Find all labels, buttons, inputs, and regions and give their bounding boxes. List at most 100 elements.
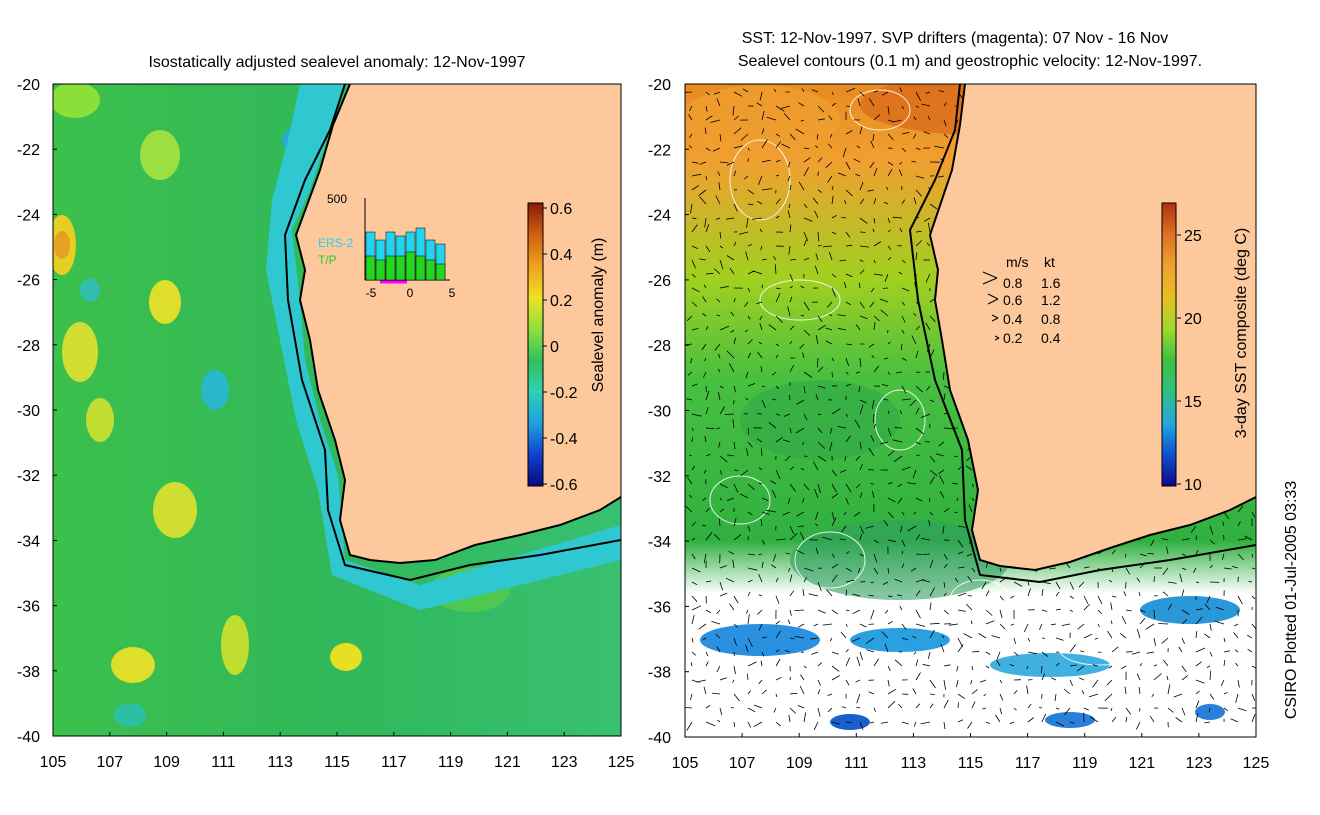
velocity-legend-ms: 0.6 [1003, 292, 1023, 308]
lat-tick-label: -28 [648, 338, 671, 355]
lat-tick-label: -20 [648, 77, 671, 94]
left-panel-title: Isostatically adjusted sealevel anomaly:… [148, 54, 525, 71]
right-coastline [928, 84, 1256, 572]
velocity-legend-ms: 0.4 [1003, 311, 1023, 327]
lat-tick-label: -30 [17, 403, 40, 420]
lat-tick-label: -40 [648, 730, 671, 747]
inset-bars [365, 227, 446, 281]
right-colorbar-ramp [1161, 202, 1177, 487]
lat-tick-label: -26 [17, 273, 40, 290]
colorbar-tick-label: 25 [1184, 228, 1202, 245]
lat-tick-label: -36 [648, 599, 671, 616]
tp-bar [365, 255, 376, 281]
inset-ymax-label: 500 [327, 192, 347, 206]
inset-legend-ers: ERS-2 [318, 236, 354, 250]
right-isobath [908, 84, 1256, 584]
lat-tick-label: -26 [648, 273, 671, 290]
velocity-legend-arrow-icon [982, 271, 998, 285]
colorbar-tick-label: 0.4 [550, 247, 572, 264]
tp-bar [385, 255, 396, 281]
velocity-legend-kt: 0.4 [1041, 330, 1061, 346]
lon-tick-label: 121 [1128, 755, 1155, 772]
right-land [930, 84, 1256, 570]
tp-bar [425, 259, 436, 281]
colorbar-tick-label: -0.2 [550, 385, 578, 402]
left-colorbar-label: Sealevel anomaly (m) [590, 238, 607, 393]
lon-tick-label: 123 [551, 754, 578, 771]
lat-tick-label: -24 [648, 208, 671, 225]
tp-bar [405, 251, 416, 281]
lat-tick-label: -22 [648, 142, 671, 159]
lon-tick-label: 107 [96, 754, 123, 771]
right-colorbar: 25 20 15 10 3-day SST composite (deg C) [1161, 202, 1250, 494]
lon-tick-label: 125 [1243, 755, 1270, 772]
lon-tick-label: 117 [381, 754, 407, 771]
track-histogram-inset: 500 ERS-2 T/P -5 0 5 [318, 192, 456, 300]
colorbar-tick-label: -0.4 [550, 431, 578, 448]
lon-tick-label: 113 [267, 754, 293, 771]
plot-credit: CSIRO Plotted 01-Jul-2005 03:33 [1283, 481, 1300, 719]
inset-xtick-label: -5 [366, 286, 377, 300]
velocity-legend-header-kt: kt [1044, 254, 1055, 270]
colorbar-tick-label: 0 [550, 339, 559, 356]
lat-tick-label: -38 [17, 664, 40, 681]
velocity-legend-ms: 0.2 [1003, 330, 1023, 346]
lon-tick-label: 115 [958, 755, 984, 772]
velocity-legend-header-ms: m/s [1006, 254, 1029, 270]
left-coastline [294, 84, 621, 565]
lon-tick-label: 111 [211, 754, 235, 771]
lat-tick-label: -32 [648, 469, 671, 486]
left-colorbar-ticks: 0.6 0.4 0.2 0 -0.2 -0.4 -0.6 [543, 201, 578, 494]
lat-tick-label: -20 [17, 77, 40, 94]
velocity-legend-kt: 0.8 [1041, 311, 1061, 327]
inset-xtick-label: 0 [407, 286, 414, 300]
lon-tick-label: 123 [1186, 755, 1213, 772]
lon-tick-label: 109 [153, 754, 180, 771]
inset-xtick-label: 5 [449, 286, 456, 300]
lon-tick-label: 109 [786, 755, 813, 772]
velocity-legend: m/s kt 0.8 1.6 0.6 1.2 0.4 0.8 0.2 0.4 [982, 254, 1061, 346]
left-colorbar-ramp [527, 202, 544, 487]
velocity-legend-arrow-icon [987, 293, 999, 305]
colorbar-tick-label: 0.2 [550, 293, 572, 310]
lon-tick-label: 115 [324, 754, 350, 771]
colorbar-tick-label: 0.6 [550, 201, 572, 218]
lat-tick-label: -22 [17, 142, 40, 159]
velocity-legend-arrow-icon [991, 314, 999, 322]
colorbar-tick-label: 15 [1184, 394, 1202, 411]
lon-tick-label: 105 [40, 754, 67, 771]
lat-tick-label: -28 [17, 338, 40, 355]
sealevel-contours [709, 89, 1141, 666]
velocity-legend-kt: 1.2 [1041, 292, 1061, 308]
velocity-legend-ms: 0.8 [1003, 275, 1023, 291]
left-colorbar: 0.6 0.4 0.2 0 -0.2 -0.4 -0.6 Sealevel anomaly … [527, 201, 607, 494]
lon-tick-label: 107 [729, 755, 756, 772]
lat-tick-label: -34 [648, 534, 671, 551]
velocity-legend-arrow-icon [994, 335, 1000, 341]
lat-tick-label: -34 [17, 533, 40, 550]
right-panel-title-line1: SST: 12-Nov-1997. SVP drifters (magenta)… [742, 30, 1169, 47]
right-panel-title-line2: Sealevel contours (0.1 m) and geostrophi… [738, 53, 1202, 70]
lon-tick-label: 111 [844, 755, 868, 772]
inset-legend-tp: T/P [318, 253, 337, 267]
lon-tick-label: 117 [1015, 755, 1041, 772]
left-map [53, 84, 621, 736]
anomaly-blobs [53, 84, 510, 727]
colorbar-tick-label: 20 [1184, 311, 1202, 328]
lat-tick-label: -36 [17, 599, 40, 616]
lon-tick-label: 119 [1072, 755, 1098, 772]
tp-bar [435, 263, 446, 281]
tp-bar [395, 255, 406, 281]
lon-tick-label: 121 [494, 754, 521, 771]
colorbar-tick-label: -0.6 [550, 477, 578, 494]
lat-tick-label: -30 [648, 404, 671, 421]
lat-tick-label: -40 [17, 729, 40, 746]
left-isobath [283, 84, 621, 582]
right-colorbar-label: 3-day SST composite (deg C) [1233, 228, 1250, 438]
lon-tick-label: 113 [901, 755, 927, 772]
right-colorbar-ticks: 25 20 15 10 [1177, 228, 1202, 494]
lat-tick-label: -38 [648, 665, 671, 682]
